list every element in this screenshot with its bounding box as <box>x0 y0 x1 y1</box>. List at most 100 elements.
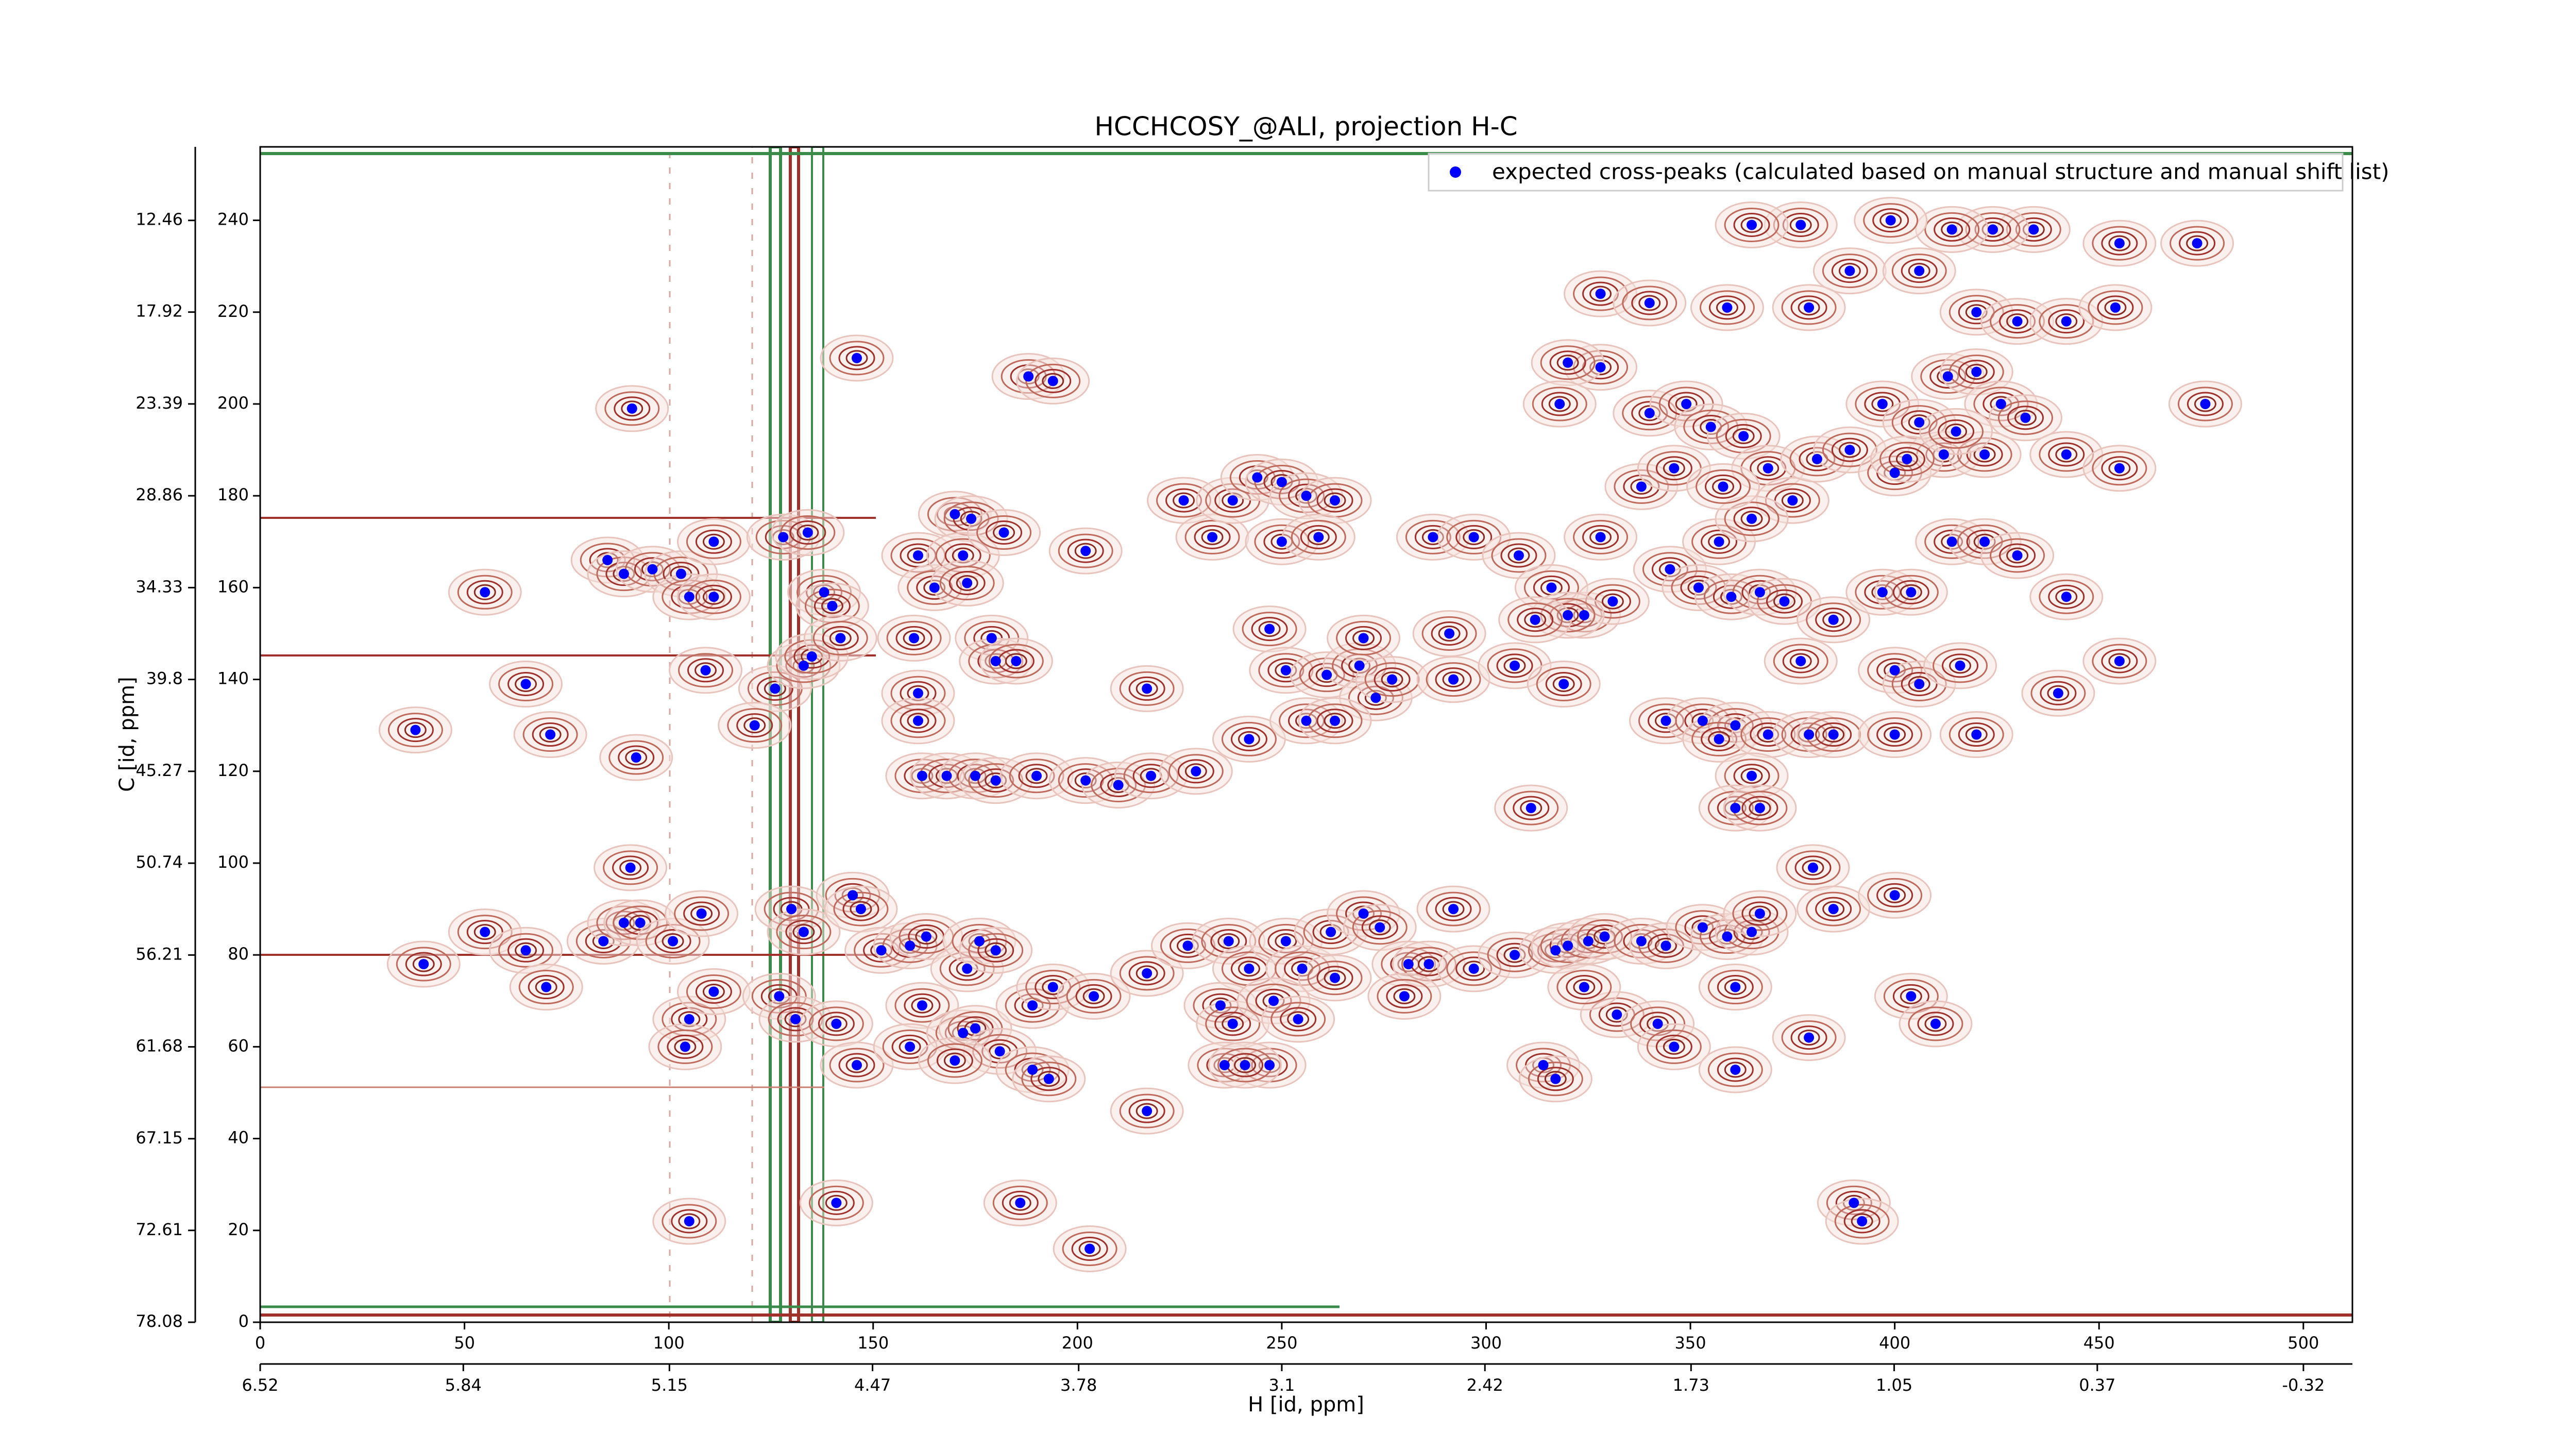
cross-peak <box>1946 536 1957 547</box>
contour <box>1230 727 1267 751</box>
cross-peak <box>1914 265 1925 276</box>
y2-tick-label: 56.21 <box>135 944 183 964</box>
cross-peak <box>1513 550 1524 561</box>
contour <box>1071 1236 1108 1261</box>
contour <box>457 575 513 610</box>
cross-peak <box>1530 614 1540 625</box>
x-tick-label: 100 <box>653 1333 685 1353</box>
contour <box>1136 680 1158 697</box>
contour <box>1749 800 1771 816</box>
cross-peak <box>2053 688 2063 699</box>
contour <box>1316 488 1353 513</box>
y2-tick-label: 78.08 <box>135 1311 183 1331</box>
contour <box>1838 442 1861 458</box>
contour <box>674 1038 697 1055</box>
cross-peak <box>802 527 813 538</box>
cross-peak <box>917 1000 927 1011</box>
contour <box>2030 676 2086 711</box>
contour <box>1009 1194 1031 1211</box>
contour <box>1058 533 1113 568</box>
cross-peak <box>1080 775 1091 786</box>
contour <box>1463 961 1485 977</box>
cross-peak <box>1191 766 1201 777</box>
contour <box>1785 850 1841 885</box>
contour <box>1732 896 1788 931</box>
cross-peak <box>2192 238 2202 249</box>
cross-peak <box>1468 532 1479 543</box>
contour <box>614 396 651 421</box>
contour <box>1990 538 2045 573</box>
cross-peak <box>1354 660 1365 671</box>
y-tick-label: 100 <box>217 852 249 872</box>
contour <box>1973 446 1996 463</box>
contour <box>1128 1099 1165 1123</box>
contour <box>1324 492 1346 509</box>
contour <box>1892 580 1929 604</box>
contour <box>1794 855 1832 880</box>
cross-peak <box>848 890 858 901</box>
y2-tick-label: 39.8 <box>146 669 183 688</box>
contour <box>1184 763 1207 780</box>
contour <box>1724 979 1747 996</box>
contour <box>1789 216 1812 233</box>
contour <box>1838 263 1861 279</box>
cross-peak <box>806 651 817 662</box>
cross-peak <box>2110 302 2121 313</box>
cross-peak <box>1779 596 1790 607</box>
cross-peak <box>1747 513 1757 524</box>
contour <box>1934 217 1971 242</box>
contour <box>1958 722 1995 747</box>
contour <box>1701 529 1738 554</box>
legend-label: expected cross-peaks (calculated based o… <box>1492 159 2389 184</box>
cross-peak <box>480 587 490 598</box>
cross-peak <box>1011 655 1022 666</box>
cross-peak <box>970 1023 981 1034</box>
contour <box>1222 1016 1244 1032</box>
cross-peak <box>1946 224 1957 235</box>
cross-peak <box>1979 449 1990 460</box>
contour <box>1733 507 1770 531</box>
cross-peak <box>1877 587 1888 598</box>
cross-peak <box>1301 491 1312 501</box>
cross-peak <box>1370 693 1381 703</box>
cross-peak <box>958 1027 969 1038</box>
cross-peak <box>1730 982 1741 992</box>
cross-peak <box>1330 495 1341 506</box>
cross-peak <box>1297 963 1308 974</box>
contour <box>829 630 852 646</box>
cross-peak <box>1762 463 1773 474</box>
cross-peak <box>1730 720 1741 731</box>
cross-peak <box>1550 1073 1561 1084</box>
cross-peak <box>1804 729 1815 740</box>
contour <box>2055 446 2078 463</box>
contour <box>387 713 443 748</box>
contour <box>1548 396 1571 412</box>
contour <box>904 993 941 1018</box>
cross-peak <box>831 1018 842 1029</box>
contour <box>654 929 691 953</box>
cross-peak <box>1902 453 1912 464</box>
contour <box>900 709 937 733</box>
contour <box>1025 768 1048 784</box>
cross-peak <box>1714 734 1724 745</box>
contour <box>986 520 1023 545</box>
cross-peak <box>1563 610 1573 620</box>
contour <box>1741 796 1778 820</box>
cross-peak <box>2114 463 2125 474</box>
cross-peak <box>1607 596 1618 607</box>
contour <box>1646 1029 1702 1064</box>
cross-peak <box>1722 931 1733 942</box>
contour <box>1948 717 2004 752</box>
contour <box>2014 410 2037 426</box>
contour <box>1766 589 1803 614</box>
cross-peak <box>1526 803 1536 814</box>
contour <box>1822 727 1845 743</box>
contour <box>1717 1057 1754 1082</box>
contour <box>2179 231 2216 256</box>
x-tick-label: 50 <box>454 1333 475 1353</box>
cross-peak <box>2012 316 2023 327</box>
cross-peak <box>1889 729 1900 740</box>
cross-peak <box>635 917 646 928</box>
x2-tick-label: 3.1 <box>1269 1375 1295 1395</box>
cross-peak <box>1665 564 1675 575</box>
